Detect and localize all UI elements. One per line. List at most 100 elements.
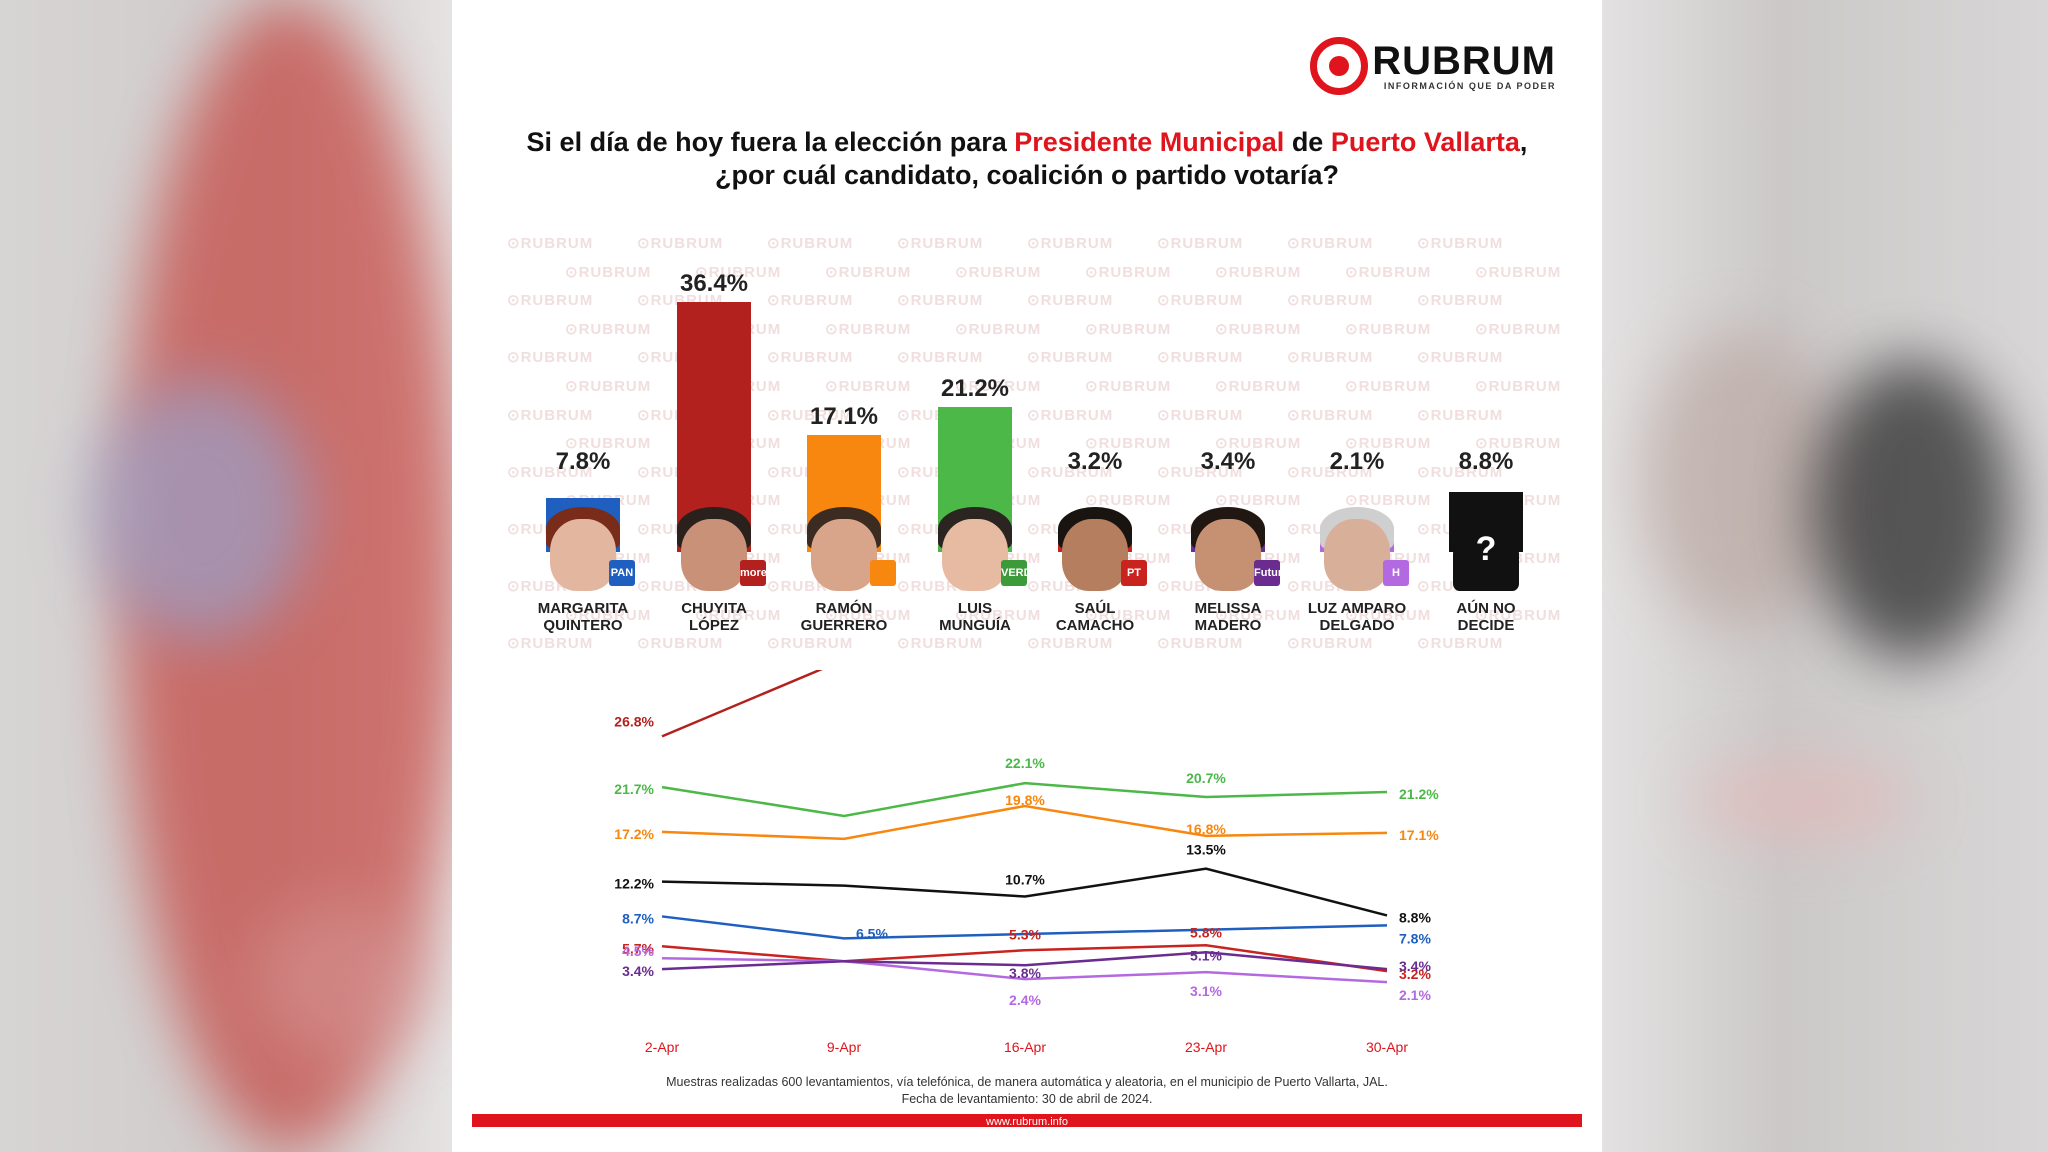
watermark-text: ⊙RUBRUM bbox=[1215, 435, 1302, 453]
hagamos-logo-icon: H bbox=[1383, 560, 1409, 586]
bar-value-label: 3.4% bbox=[1200, 448, 1256, 475]
watermark-text: ⊙RUBRUM bbox=[955, 320, 1042, 338]
data-label: 6.5% bbox=[856, 925, 888, 941]
watermark-text: ⊙RUBRUM bbox=[1085, 435, 1172, 453]
watermark-text: ⊙RUBRUM bbox=[1287, 292, 1374, 310]
watermark-text: ⊙RUBRUM bbox=[897, 635, 984, 653]
watermark-text: ⊙RUBRUM bbox=[507, 406, 594, 424]
watermark-text: ⊙RUBRUM bbox=[565, 378, 652, 395]
verde-logo-icon: VERDE bbox=[1001, 560, 1039, 586]
watermark-text: ⊙RUBRUM bbox=[1215, 492, 1302, 510]
watermark-text: ⊙RUBRUM bbox=[1345, 378, 1432, 395]
series-line-ramon bbox=[661, 804, 1388, 841]
data-label: 10.7% bbox=[1005, 872, 1045, 888]
series-line-melissa bbox=[661, 951, 1388, 971]
data-label: 4.5% bbox=[622, 943, 654, 959]
watermark-text: ⊙RUBRUM bbox=[1475, 378, 1562, 395]
bar-value-label: 3.2% bbox=[1067, 448, 1123, 475]
watermark-text: ⊙RUBRUM bbox=[695, 263, 782, 281]
x-tick-label: 23-Apr bbox=[1185, 1039, 1227, 1055]
watermark-text: ⊙RUBRUM bbox=[1157, 235, 1244, 252]
footer-url[interactable]: www.rubrum.info bbox=[986, 1116, 1068, 1128]
watermark-text: ⊙RUBRUM bbox=[1417, 463, 1504, 481]
watermark-text: ⊙RUBRUM bbox=[637, 235, 724, 252]
x-tick-label: 9-Apr bbox=[827, 1039, 862, 1055]
data-label: 3.4% bbox=[1399, 958, 1431, 974]
x-tick-label: 16-Apr bbox=[1004, 1039, 1046, 1055]
data-label: 17.1% bbox=[1399, 827, 1439, 843]
data-label: 5.7% bbox=[622, 940, 654, 956]
watermark-text: ⊙RUBRUM bbox=[767, 406, 854, 424]
candidate-photo-margarita bbox=[546, 497, 620, 595]
watermark-text: ⊙RUBRUM bbox=[1157, 635, 1244, 653]
watermark-text: ⊙RUBRUM bbox=[767, 292, 854, 310]
candidate-name-luis: LUIS MUNGUÍA bbox=[939, 600, 1011, 634]
watermark-text: ⊙RUBRUM bbox=[955, 263, 1042, 281]
rubrum-logo-icon bbox=[1310, 37, 1369, 95]
watermark-text: ⊙RUBRUM bbox=[1287, 349, 1374, 367]
series-line-saul bbox=[661, 944, 1388, 973]
page-title: Si el día de hoy fuera la elección para … bbox=[526, 127, 1528, 190]
series-line-aun bbox=[661, 867, 1388, 917]
blurred-background-right bbox=[1602, 0, 2048, 1152]
bar-value-label: 2.1% bbox=[1329, 448, 1385, 475]
data-label: 22.1% bbox=[1005, 755, 1045, 771]
watermark-text: ⊙RUBRUM bbox=[767, 349, 854, 367]
watermark-text: ⊙RUBRUM bbox=[1215, 378, 1302, 395]
watermark-text: ⊙RUBRUM bbox=[695, 606, 782, 624]
watermark-text: ⊙RUBRUM bbox=[1345, 606, 1432, 624]
data-label: 21.7% bbox=[614, 781, 654, 797]
watermark-text: ⊙RUBRUM bbox=[565, 606, 652, 624]
watermark-text: ⊙RUBRUM bbox=[1287, 406, 1374, 424]
watermark-text: ⊙RUBRUM bbox=[507, 349, 594, 367]
watermark-text: ⊙RUBRUM bbox=[565, 263, 652, 281]
survey-date-note: Fecha de levantamiento: 30 de abril de 2… bbox=[901, 1092, 1153, 1106]
watermark-text: ⊙RUBRUM bbox=[955, 606, 1042, 624]
watermark-text: ⊙RUBRUM bbox=[825, 263, 912, 281]
logo-tagline: INFORMACIÓN QUE DA PODER bbox=[1383, 81, 1556, 91]
watermark-text: ⊙RUBRUM bbox=[1417, 406, 1504, 424]
candidate-photo-luis bbox=[938, 497, 1012, 595]
watermark-text: ⊙RUBRUM bbox=[767, 635, 854, 653]
methodology-note: Muestras realizadas 600 levantamientos, … bbox=[666, 1075, 1388, 1089]
watermark-text: ⊙RUBRUM bbox=[1475, 263, 1562, 281]
x-tick-label: 30-Apr bbox=[1366, 1039, 1408, 1055]
data-label: 17.2% bbox=[614, 826, 654, 842]
logo-name: RUBRUM bbox=[1372, 39, 1556, 83]
candidate-photo-luz bbox=[1320, 497, 1394, 595]
watermark-text: ⊙RUBRUM bbox=[1085, 492, 1172, 510]
watermark-text: ⊙RUBRUM bbox=[1085, 263, 1172, 281]
watermark-text: ⊙RUBRUM bbox=[1345, 435, 1432, 453]
data-label: 8.7% bbox=[622, 910, 654, 926]
watermark-text: ⊙RUBRUM bbox=[1417, 235, 1504, 252]
watermark-text: ⊙RUBRUM bbox=[1027, 463, 1114, 481]
bar-value-label: 36.4% bbox=[679, 270, 749, 298]
watermark-text: ⊙RUBRUM bbox=[1417, 635, 1504, 653]
data-label: 3.1% bbox=[1190, 983, 1222, 999]
watermark-text: ⊙RUBRUM bbox=[1157, 292, 1244, 310]
candidate-photo-chuyita bbox=[677, 497, 751, 595]
data-label: 12.2% bbox=[614, 876, 654, 892]
watermark-text: ⊙RUBRUM bbox=[955, 378, 1042, 395]
watermark-text: ⊙RUBRUM bbox=[1157, 463, 1244, 481]
morena-logo-icon: morena bbox=[740, 560, 780, 586]
watermark-text: ⊙RUBRUM bbox=[1287, 235, 1374, 252]
watermark-text: ⊙RUBRUM bbox=[1345, 320, 1432, 338]
bar-value-label: 21.2% bbox=[940, 374, 1010, 402]
watermark-text: ⊙RUBRUM bbox=[1417, 292, 1504, 310]
watermark-text: ⊙RUBRUM bbox=[825, 606, 912, 624]
data-label: 16.8% bbox=[1186, 821, 1226, 837]
watermark-text: ⊙RUBRUM bbox=[897, 292, 984, 310]
data-label: 3.8% bbox=[1009, 965, 1041, 981]
watermark-text: ⊙RUBRUM bbox=[1287, 463, 1374, 481]
series-line-margarita bbox=[661, 915, 1388, 940]
watermark-text: ⊙RUBRUM bbox=[1475, 606, 1562, 624]
watermark-text: ⊙RUBRUM bbox=[1085, 320, 1172, 338]
candidate-name-ramon: RAMÓN GUERRERO bbox=[800, 600, 888, 634]
watermark-text: ⊙RUBRUM bbox=[1027, 349, 1114, 367]
data-label: 5.3% bbox=[1009, 926, 1041, 942]
watermark-text: ⊙RUBRUM bbox=[1085, 378, 1172, 395]
data-label: 13.5% bbox=[1186, 842, 1226, 858]
watermark-text: ⊙RUBRUM bbox=[897, 349, 984, 367]
watermark-text: ⊙RUBRUM bbox=[507, 292, 594, 310]
